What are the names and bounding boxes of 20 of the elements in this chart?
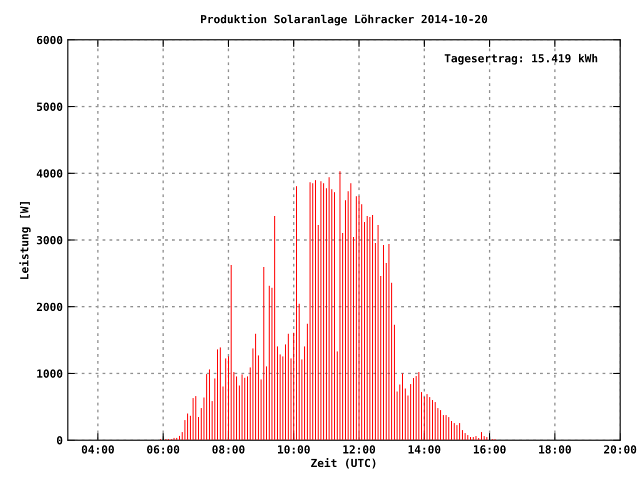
y-tick-label: 3000 xyxy=(36,236,62,244)
x-tick-label: 20:00 xyxy=(604,445,636,454)
y-tick-label: 1000 xyxy=(37,369,62,378)
y-tick-label: 6000 xyxy=(36,36,62,44)
x-tick-label: 12:00 xyxy=(343,445,376,454)
chart-title: Produktion Solaranlage Löhracker 2014-10-20 xyxy=(201,14,488,26)
annotation: Tagesertrag: 15.419 kWh xyxy=(444,54,598,65)
y-tick-label: 4000 xyxy=(36,169,62,178)
x-axis-title: Zeit (UTC) xyxy=(311,458,376,468)
y-tick-label: 2000 xyxy=(36,302,62,312)
x-tick-label: 14:00 xyxy=(408,445,440,454)
y-axis-title: Leistung [W] xyxy=(19,202,31,279)
y-tick-label: 0 xyxy=(56,436,62,445)
x-tick-label: 10:00 xyxy=(278,445,310,454)
x-tick-label: 06:00 xyxy=(147,445,180,454)
y-tick-label: 5000 xyxy=(37,102,62,111)
x-tick-label: 04:00 xyxy=(82,445,114,454)
x-tick-label: 16:00 xyxy=(474,445,506,454)
x-tick-label: 18:00 xyxy=(539,445,571,454)
x-tick-label: 08:00 xyxy=(212,445,244,454)
